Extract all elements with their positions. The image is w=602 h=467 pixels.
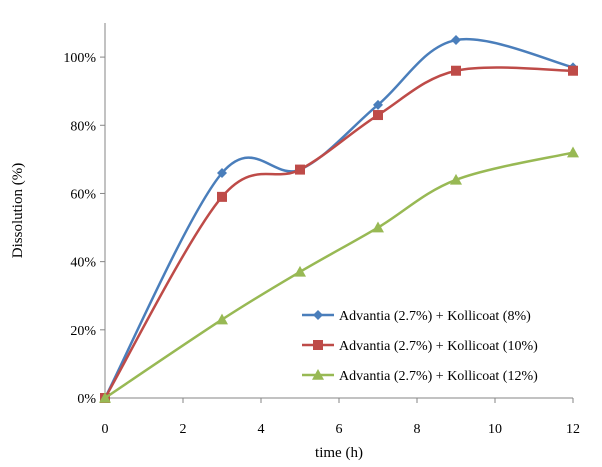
x-axis-title: time (h) <box>315 445 363 461</box>
data-point <box>295 164 305 175</box>
legend-label: Advantia (2.7%) + Kollicoat (12%) <box>339 369 538 384</box>
data-point <box>568 65 578 76</box>
axes: 0% 20% 40% 60% 80% 100% 0 2 4 6 8 10 12 <box>63 23 580 437</box>
series-layer <box>99 35 579 403</box>
legend-label: Advantia (2.7%) + Kollicoat (8%) <box>339 309 531 324</box>
x-tick-label: 8 <box>414 422 421 437</box>
data-point <box>450 173 462 185</box>
series-line <box>103 66 574 399</box>
legend-label: Advantia (2.7%) + Kollicoat (10%) <box>339 339 538 354</box>
data-point <box>217 191 227 202</box>
data-point <box>99 392 111 403</box>
legend-item-2: Advantia (2.7%) + Kollicoat (10%) <box>302 339 538 354</box>
y-tick-label: 80% <box>70 119 96 134</box>
series-3 <box>99 146 579 403</box>
y-tick-label: 0% <box>77 392 96 407</box>
data-point <box>216 313 228 325</box>
legend-marker <box>313 310 323 320</box>
data-point <box>372 221 384 233</box>
x-tick-label: 2 <box>180 422 187 437</box>
data-point <box>373 99 383 110</box>
legend-item-3: Advantia (2.7%) + Kollicoat (12%) <box>302 369 538 384</box>
data-point <box>373 110 383 121</box>
x-tick-label: 4 <box>258 422 265 437</box>
y-tick-label: 40% <box>70 256 96 271</box>
series-line <box>104 151 574 400</box>
data-point <box>217 168 227 178</box>
y-tick-label: 100% <box>63 51 96 66</box>
data-point <box>567 146 579 158</box>
data-point <box>451 65 461 76</box>
x-tick-label: 6 <box>336 422 343 437</box>
x-tick-label: 0 <box>102 422 109 437</box>
x-tick-label: 12 <box>566 422 580 437</box>
legend-marker <box>313 340 323 350</box>
legend-marker <box>312 369 324 380</box>
legend: Advantia (2.7%) + Kollicoat (8%) Advantia… <box>302 309 538 384</box>
y-tick-label: 20% <box>70 324 96 339</box>
x-tick-label: 10 <box>488 422 502 437</box>
legend-item-1: Advantia (2.7%) + Kollicoat (8%) <box>302 309 531 324</box>
data-point <box>294 265 306 277</box>
y-tick-label: 60% <box>70 187 96 202</box>
y-axis-title: Dissolution (%) <box>10 163 26 258</box>
data-point <box>451 35 461 46</box>
